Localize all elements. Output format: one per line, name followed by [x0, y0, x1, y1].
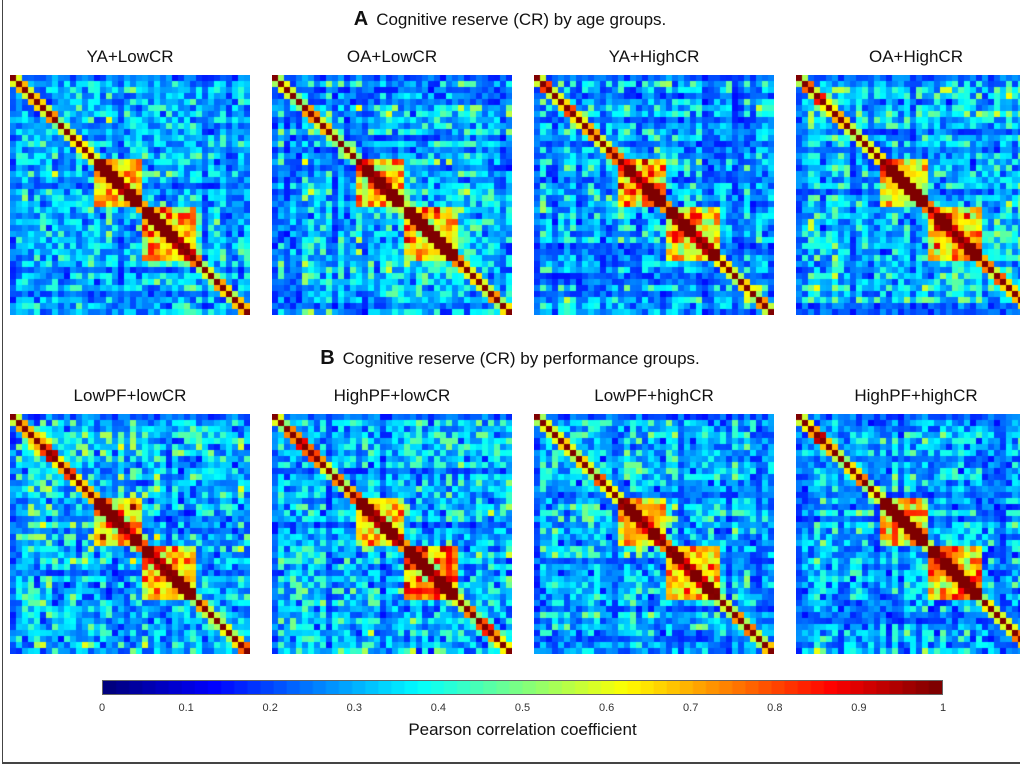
colorbar-tick-label: 0.1 — [178, 702, 194, 714]
panel-title: YA+HighCR — [608, 47, 700, 66]
correlation-heatmap — [534, 414, 774, 654]
colorbar-label: Pearson correlation coefficient — [408, 720, 637, 739]
panel-title: HighPF+lowCR — [333, 386, 451, 405]
colorbar-tick-label: 0.6 — [598, 702, 615, 714]
correlation-heatmap — [796, 75, 1020, 315]
section-b-header: B Cognitive reserve (CR) by performance g… — [320, 347, 700, 369]
colorbar-tick-label: 0.9 — [851, 702, 867, 714]
colorbar-tick-label: 0.4 — [430, 702, 447, 714]
colorbar-tick-label: 0.3 — [346, 702, 362, 714]
section-a-header: A Cognitive reserve (CR) by age groups. — [353, 8, 667, 30]
panel-title: LowPF+highCR — [594, 386, 714, 405]
colorbar-tick-label: 0.2 — [262, 702, 278, 714]
correlation-heatmap — [534, 75, 774, 315]
colorbar-tick-label: 0.8 — [767, 702, 783, 714]
correlation-heatmap — [272, 414, 512, 654]
panel-title: OA+HighCR — [868, 47, 963, 66]
correlation-heatmap — [10, 414, 250, 654]
colorbar-tick-label: 0 — [98, 702, 106, 714]
panel-title: OA+LowCR — [346, 47, 438, 66]
colorbar-tick-label: 0.7 — [683, 702, 699, 714]
panel-title: LowPF+lowCR — [73, 386, 187, 405]
correlation-heatmap — [796, 414, 1020, 654]
correlation-heatmap — [10, 75, 250, 315]
colorbar-tick-label: 0.5 — [514, 702, 531, 714]
colorbar — [102, 680, 943, 695]
colorbar-tick-label: 1 — [939, 702, 947, 714]
panel-title: YA+LowCR — [86, 47, 174, 66]
correlation-heatmap — [272, 75, 512, 315]
panel-title: HighPF+highCR — [854, 386, 978, 405]
